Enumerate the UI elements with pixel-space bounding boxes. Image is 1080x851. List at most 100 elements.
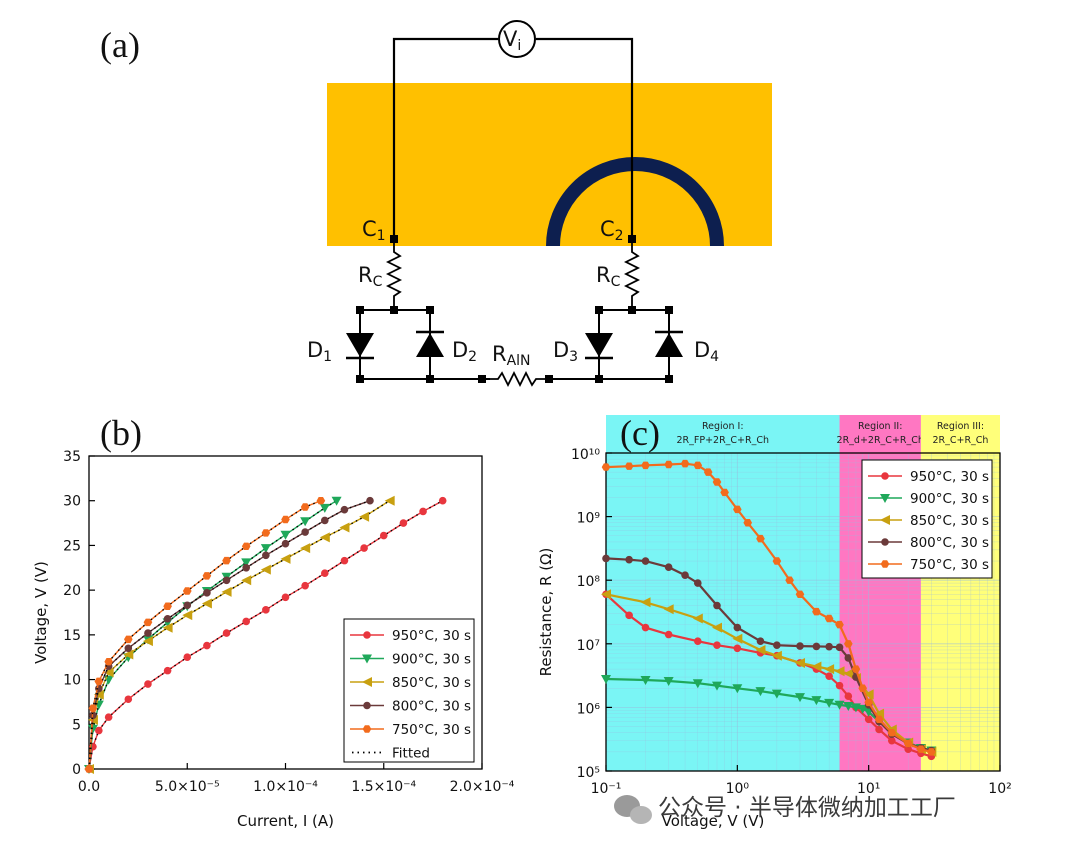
data-point-b <box>359 511 370 522</box>
data-point-b <box>316 497 326 505</box>
data-point-b <box>123 649 134 660</box>
data-point-c <box>602 554 610 563</box>
region-header-c <box>920 415 1000 453</box>
chart-b: 0.0 5.0×10⁻⁵ 1.0×10⁻⁴ 1.5×10⁻⁴ 2.0×10⁻⁴ 0 5 10 1… <box>32 449 515 830</box>
data-point-b <box>260 544 271 554</box>
data-point-c <box>904 745 913 754</box>
fitted-line-b <box>88 500 390 770</box>
region-title-c: Region II: <box>858 421 902 432</box>
contact-c2-label: C2 <box>600 217 624 244</box>
data-point-b <box>261 529 271 537</box>
data-point-b <box>241 575 252 586</box>
legend-label-c: 850°C, 30 s <box>910 513 989 529</box>
data-point-c <box>811 696 822 706</box>
diode-d3-icon <box>585 333 613 357</box>
data-point-c <box>796 642 804 650</box>
data-point-b <box>104 658 113 666</box>
data-point-b <box>221 586 232 597</box>
region-title-c: Region III: <box>937 421 984 432</box>
data-point-c <box>693 579 702 587</box>
x-tick-label-c: 10¹ <box>857 781 880 797</box>
data-point-b <box>384 495 395 506</box>
data-point-c <box>693 637 702 645</box>
legend-marker-c <box>880 515 890 525</box>
legend-marker-b <box>362 677 372 687</box>
diode-d1-icon <box>346 333 374 357</box>
legend-marker-b <box>363 631 371 639</box>
contact-c1-label: C1 <box>362 217 386 244</box>
data-point-c <box>864 715 873 724</box>
data-point-b <box>202 572 212 580</box>
region-title-c: Region I: <box>702 421 744 432</box>
data-point-c <box>825 642 833 651</box>
data-point-c <box>795 590 805 598</box>
data-point-c <box>887 729 897 737</box>
legend-marker-b <box>362 654 372 664</box>
data-point-b <box>87 724 98 734</box>
panel-b: (b) 0.0 5.0×10⁻⁵ 1.0×10⁻⁴ 1.5×10⁻⁴ 2.0×10⁻⁴0… <box>32 413 515 830</box>
region-formula-c: 2R_C+R_Ch <box>932 435 988 446</box>
wechat-icon-small <box>630 806 652 824</box>
series-line-c <box>605 557 932 752</box>
y-tick-label-b: 0 <box>72 762 81 778</box>
x-tick-label-b: 1.5×10⁻⁴ <box>351 779 416 795</box>
data-point-c <box>824 614 834 623</box>
data-point-c <box>874 708 885 719</box>
data-point-b <box>88 704 98 712</box>
data-point-b <box>162 622 173 633</box>
data-point-c <box>835 643 844 652</box>
y-tick-label-b: 30 <box>63 494 81 510</box>
data-point-c <box>772 557 782 565</box>
data-point-c <box>844 654 853 662</box>
data-point-c <box>857 704 868 714</box>
voltmeter-label: Vi <box>503 27 521 54</box>
data-point-c <box>712 478 722 486</box>
y-tick-label-c: 10⁶ <box>577 701 601 717</box>
data-point-b <box>280 530 291 540</box>
contact-pad-c2 <box>628 235 636 243</box>
data-point-b <box>203 641 211 650</box>
data-point-b <box>163 666 172 675</box>
data-point-c <box>771 689 782 699</box>
data-point-c <box>601 589 611 600</box>
node-right-a <box>595 306 603 314</box>
data-point-b <box>182 610 193 621</box>
data-point-b <box>163 602 172 610</box>
data-point-b <box>281 515 290 524</box>
data-point-b <box>419 507 427 516</box>
data-point-c <box>624 462 634 470</box>
data-point-b <box>124 695 133 704</box>
data-point-c <box>756 534 765 543</box>
region-header-c <box>606 415 840 453</box>
ring-contact <box>546 157 724 247</box>
data-point-b <box>280 553 291 564</box>
data-point-c <box>664 563 673 572</box>
data-point-c <box>903 739 913 748</box>
data-point-c <box>733 505 742 514</box>
data-point-c <box>835 681 844 690</box>
data-point-c <box>824 664 835 675</box>
wire-right-top <box>536 37 634 240</box>
data-point-c <box>693 461 703 470</box>
data-point-c <box>663 677 674 687</box>
x-tick-label-b: 0.0 <box>78 779 100 795</box>
data-point-c <box>794 693 805 703</box>
data-point-c <box>625 611 633 620</box>
data-point-c <box>664 630 673 639</box>
data-point-c <box>711 622 722 633</box>
data-point-c <box>711 681 722 691</box>
node-left-a <box>356 306 364 314</box>
data-point-c <box>681 571 689 579</box>
node-br3 <box>665 375 673 383</box>
data-point-c <box>794 657 805 668</box>
data-point-c <box>824 698 835 708</box>
data-point-c <box>713 601 721 610</box>
node-br1 <box>545 375 553 383</box>
data-point-c <box>834 666 845 677</box>
resistor-rc-left <box>385 243 403 310</box>
data-point-b <box>241 558 252 568</box>
y-tick-label-b: 20 <box>63 583 81 599</box>
data-point-b <box>201 598 212 609</box>
legend-label-c: 900°C, 30 s <box>910 491 989 507</box>
